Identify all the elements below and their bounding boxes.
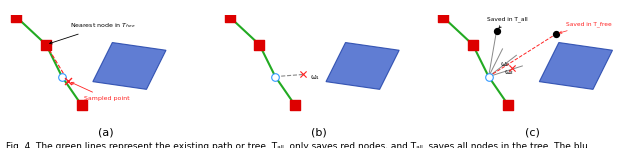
Text: Nearest node in $T_{free}$: Nearest node in $T_{free}$: [50, 22, 136, 44]
Point: [468, 44, 478, 46]
Text: (b): (b): [311, 128, 327, 138]
Text: Fig. 4. The green lines represent the existing path or tree. Tₐₗₗ  only saves re: Fig. 4. The green lines represent the ex…: [6, 142, 588, 148]
Text: Sampled point: Sampled point: [71, 82, 129, 101]
Point: [12, 16, 22, 18]
Point: [503, 104, 513, 107]
Point: [508, 67, 518, 69]
Text: ω₀: ω₀: [500, 61, 509, 67]
Point: [254, 44, 264, 46]
Point: [551, 33, 561, 35]
Text: Saved in T_free: Saved in T_free: [559, 21, 612, 33]
Point: [298, 73, 308, 76]
Point: [77, 104, 87, 107]
Point: [225, 16, 235, 18]
Text: Saved in T_all: Saved in T_all: [486, 16, 527, 28]
Text: (c): (c): [525, 128, 540, 138]
Point: [492, 30, 502, 32]
Text: ω₁: ω₁: [311, 74, 319, 80]
Point: [438, 16, 448, 18]
Point: [483, 75, 493, 78]
Polygon shape: [93, 42, 166, 89]
Point: [57, 75, 67, 78]
Point: [270, 75, 280, 78]
Text: ω₂: ω₂: [504, 69, 513, 75]
Point: [63, 80, 73, 82]
Point: [290, 104, 300, 107]
Polygon shape: [326, 42, 399, 89]
Point: [41, 44, 51, 46]
Text: (a): (a): [98, 128, 113, 138]
Polygon shape: [540, 42, 612, 89]
